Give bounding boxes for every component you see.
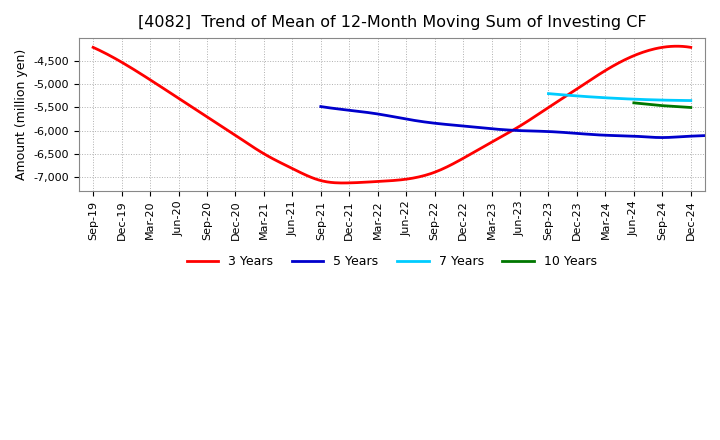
Legend: 3 Years, 5 Years, 7 Years, 10 Years: 3 Years, 5 Years, 7 Years, 10 Years bbox=[182, 250, 602, 273]
Y-axis label: Amount (million yen): Amount (million yen) bbox=[15, 49, 28, 180]
Title: [4082]  Trend of Mean of 12-Month Moving Sum of Investing CF: [4082] Trend of Mean of 12-Month Moving … bbox=[138, 15, 647, 30]
